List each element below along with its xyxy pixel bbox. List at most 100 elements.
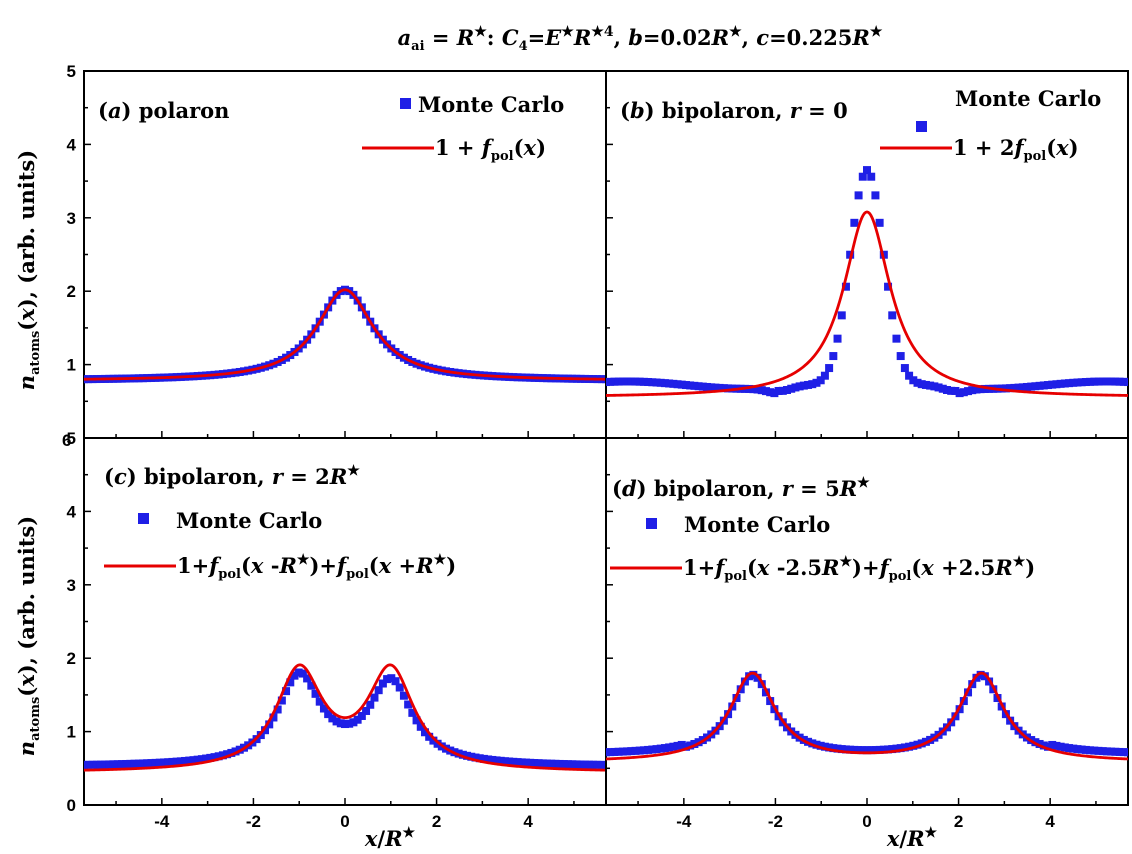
mc-point (214, 752, 223, 761)
mc-point (593, 760, 602, 769)
series-monte-carlo (84, 285, 606, 384)
mc-point (109, 760, 118, 769)
mc-point (896, 744, 905, 753)
mc-point (189, 756, 198, 765)
mc-point (564, 760, 573, 769)
y-axis-title-bottom: natoms(x), (arb. units) (14, 516, 43, 756)
mc-point (1124, 748, 1128, 757)
mc-point (311, 689, 320, 698)
mc-point (1090, 746, 1099, 755)
mc-point (875, 745, 884, 754)
mc-point (669, 379, 678, 388)
x-tick-label: 2 (954, 812, 963, 831)
mc-point (458, 750, 467, 759)
series-fit-line (606, 671, 1128, 761)
mc-point (871, 746, 880, 755)
mc-point (277, 696, 286, 705)
mc-point (749, 385, 758, 394)
mc-point (84, 760, 93, 769)
mc-point (206, 753, 215, 762)
mc-point (698, 382, 707, 391)
mc-point (1119, 377, 1128, 386)
mc-point (399, 691, 408, 700)
mc-point (185, 756, 194, 765)
corner-tick-overlap: 6 (62, 431, 71, 450)
panel-a: 1 2 3 4 5 (67, 62, 607, 439)
mc-point (585, 760, 594, 769)
mc-point (324, 710, 333, 719)
mc-point (1086, 377, 1095, 386)
mc-point (635, 746, 644, 755)
mc-point (425, 732, 434, 741)
mc-point (526, 758, 535, 767)
mc-point (559, 760, 568, 769)
mc-point (282, 687, 291, 696)
mc-point (892, 744, 901, 753)
legend-a-fit: 1 + fpol(x) (435, 135, 546, 164)
mc-point (155, 758, 164, 767)
mc-point (349, 718, 358, 727)
plot-area-a (84, 285, 606, 384)
mc-point (168, 757, 177, 766)
mc-point (336, 719, 345, 728)
mc-point (1102, 747, 1111, 756)
mc-point (681, 381, 690, 390)
mc-point (1010, 383, 1019, 392)
mc-point (639, 377, 648, 386)
mc-point (479, 754, 488, 763)
mc-point (884, 745, 893, 754)
mc-point (694, 382, 703, 391)
mc-point (387, 674, 396, 683)
panel-label-b: (b) bipolaron, r = 0 (620, 98, 848, 123)
mc-point (909, 376, 918, 385)
mc-point (703, 382, 712, 391)
mc-point (1077, 378, 1086, 387)
mc-point (858, 746, 867, 755)
series-fit-line (84, 663, 606, 772)
y-axis-title-top: natoms(x), (arb. units) (14, 150, 43, 390)
mc-point (1111, 377, 1120, 386)
mc-point (791, 383, 800, 392)
x-axis-title-left: x/R★ (364, 825, 416, 851)
mc-point (1077, 745, 1086, 754)
mc-point (602, 760, 606, 769)
mc-point (858, 172, 867, 181)
mc-point (825, 364, 834, 373)
mc-point (1044, 381, 1053, 390)
mc-point (673, 380, 682, 389)
mc-point (909, 741, 918, 750)
mc-point (269, 713, 278, 722)
y-tick-label: 1 (67, 356, 76, 375)
mc-point (829, 352, 838, 361)
mc-point (854, 746, 863, 755)
mc-point (892, 334, 901, 343)
mc-point (841, 745, 850, 754)
mc-point (1098, 377, 1107, 386)
series-monte-carlo (606, 166, 1128, 398)
svg-text:natoms(x), (arb. units): natoms(x), (arb. units) (14, 516, 43, 756)
mc-point (273, 705, 282, 714)
legend-a: Monte Carlo 1 + fpol(x) (362, 92, 564, 164)
mc-point (690, 381, 699, 390)
mc-point (1065, 379, 1074, 388)
mc-point (837, 745, 846, 754)
mc-point (391, 677, 400, 686)
mc-point (88, 760, 97, 769)
y-tick-label: 4 (67, 135, 77, 154)
mc-point (1052, 380, 1061, 389)
legend-a-mc: Monte Carlo (418, 92, 564, 117)
mc-point (530, 759, 539, 768)
mc-point (863, 746, 871, 755)
mc-point (1107, 747, 1116, 756)
legend-b-marker (916, 121, 927, 132)
mc-point (644, 378, 653, 387)
panel-label-a: (a) polaron (98, 98, 229, 123)
mc-point (345, 719, 354, 728)
mc-point (404, 700, 413, 709)
mc-point (505, 757, 514, 766)
legend-b: Monte Carlo 1 + 2fpol(x) (880, 86, 1101, 164)
x-axis-title-right: x/R★ (886, 825, 938, 851)
mc-point (1060, 379, 1069, 388)
mc-point (130, 759, 139, 768)
